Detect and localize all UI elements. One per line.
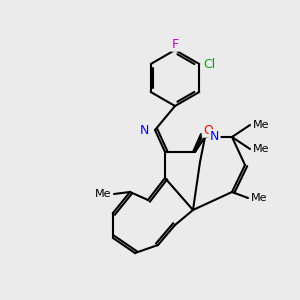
Text: O: O: [203, 124, 213, 136]
Text: Me: Me: [94, 189, 111, 199]
Text: Me: Me: [251, 193, 268, 203]
Text: N: N: [140, 124, 149, 136]
Text: Me: Me: [253, 120, 269, 130]
Text: Me: Me: [253, 144, 269, 154]
Text: F: F: [171, 38, 178, 50]
Text: N: N: [210, 130, 219, 143]
Text: Cl: Cl: [203, 58, 215, 70]
